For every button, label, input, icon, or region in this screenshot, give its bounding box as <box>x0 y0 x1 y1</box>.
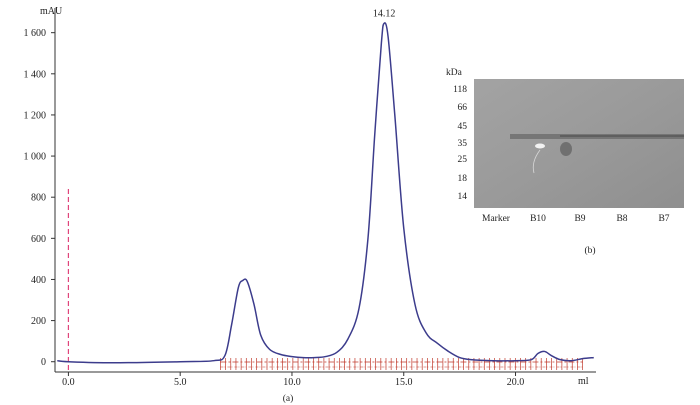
gel-artifact-spot <box>560 142 572 156</box>
ladder-labels: 118 66 45 35 25 18 14 <box>453 85 467 202</box>
peak-label: 14.12 <box>373 8 396 19</box>
gel-panel: kDa 118 66 45 35 25 18 14 Marker B10 B9 B8 B7 (b) <box>446 68 684 256</box>
x-tick-label: 0.0 <box>62 377 75 388</box>
lane-labels: Marker B10 B9 B8 B7 <box>482 214 670 224</box>
ladder-label: 118 <box>453 85 467 95</box>
x-axis-label: ml <box>578 376 589 387</box>
ladder-label: 14 <box>458 192 468 202</box>
caption-a: (a) <box>283 393 294 404</box>
series-group <box>57 22 594 364</box>
ladder-label: 35 <box>458 139 468 149</box>
gel-bright-spot <box>535 143 545 149</box>
gel-streak <box>532 149 541 174</box>
y-tick-label: 600 <box>31 234 46 245</box>
lane-label: Marker <box>482 214 511 224</box>
y-tick-label: 0 <box>41 357 46 368</box>
x-tick-label: 20.0 <box>507 377 525 388</box>
lane-label: B7 <box>658 214 669 224</box>
x-tick-label: 15.0 <box>395 377 413 388</box>
lane-label: B8 <box>616 214 627 224</box>
x-tick-label: 10.0 <box>283 377 301 388</box>
x-ticks: 0.0 5.0 10.0 15.0 20.0 <box>62 372 524 388</box>
lane-label: B9 <box>574 214 585 224</box>
y-tick-label: 400 <box>31 275 46 286</box>
y-ticks: 0 200 400 600 800 1 000 1 200 1 400 1 600 <box>24 28 55 368</box>
caption-b: (b) <box>584 245 595 256</box>
ladder-label: 66 <box>458 103 468 113</box>
y-axis-label: mAU <box>40 6 63 17</box>
gel-band-35-core <box>560 135 684 137</box>
y-tick-label: 1 000 <box>24 152 47 163</box>
gel-image <box>474 79 684 208</box>
ladder-label: 45 <box>458 122 468 132</box>
lane-label: B10 <box>530 214 546 224</box>
y-tick-label: 1 400 <box>24 69 47 80</box>
series-line <box>57 22 594 364</box>
y-tick-label: 200 <box>31 316 46 327</box>
chromatogram-panel: mAU 0 200 400 600 800 1 000 1 200 1 400 1 600 0.… <box>24 6 596 404</box>
y-tick-label: 1 600 <box>24 28 47 39</box>
x-tick-label: 5.0 <box>174 377 187 388</box>
y-tick-label: 800 <box>31 193 46 204</box>
kda-label: kDa <box>446 68 463 78</box>
ladder-label: 18 <box>458 174 468 184</box>
ladder-label: 25 <box>458 155 468 165</box>
y-tick-label: 1 200 <box>24 110 47 121</box>
